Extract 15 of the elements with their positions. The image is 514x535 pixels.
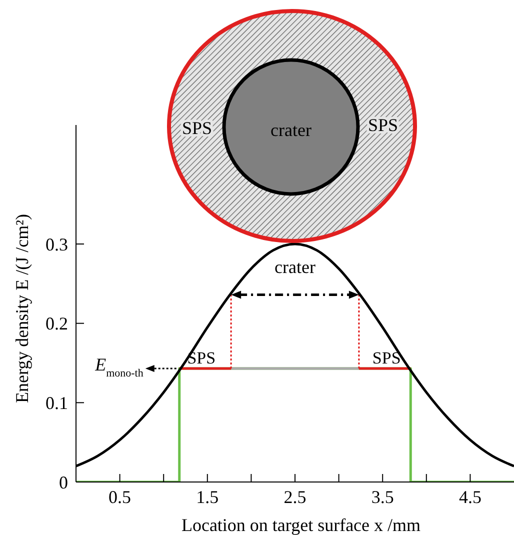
annotation: E$_{mono-th}$: [94, 354, 144, 380]
x-tick-label: 0.5: [108, 486, 132, 507]
annotation: crater: [274, 256, 316, 277]
x-tick-label: 1.5: [196, 486, 219, 507]
x-tick-label: 2.5: [284, 486, 306, 507]
x-axis-title: Location on target surface x /mm: [181, 515, 421, 535]
annotation: SPS: [372, 348, 401, 368]
y-tick-label: 0.1: [46, 393, 68, 414]
x-tick-label: 4.5: [458, 486, 482, 507]
x-tick-label: 3.5: [371, 486, 394, 507]
y-axis-title: Energy density E /(J /cm²): [12, 214, 32, 404]
annotation: crater: [270, 120, 312, 140]
y-tick-label: 0.2: [46, 314, 68, 334]
y-tick-label: 0.3: [46, 234, 68, 254]
y-tick-label: 0: [59, 472, 68, 492]
